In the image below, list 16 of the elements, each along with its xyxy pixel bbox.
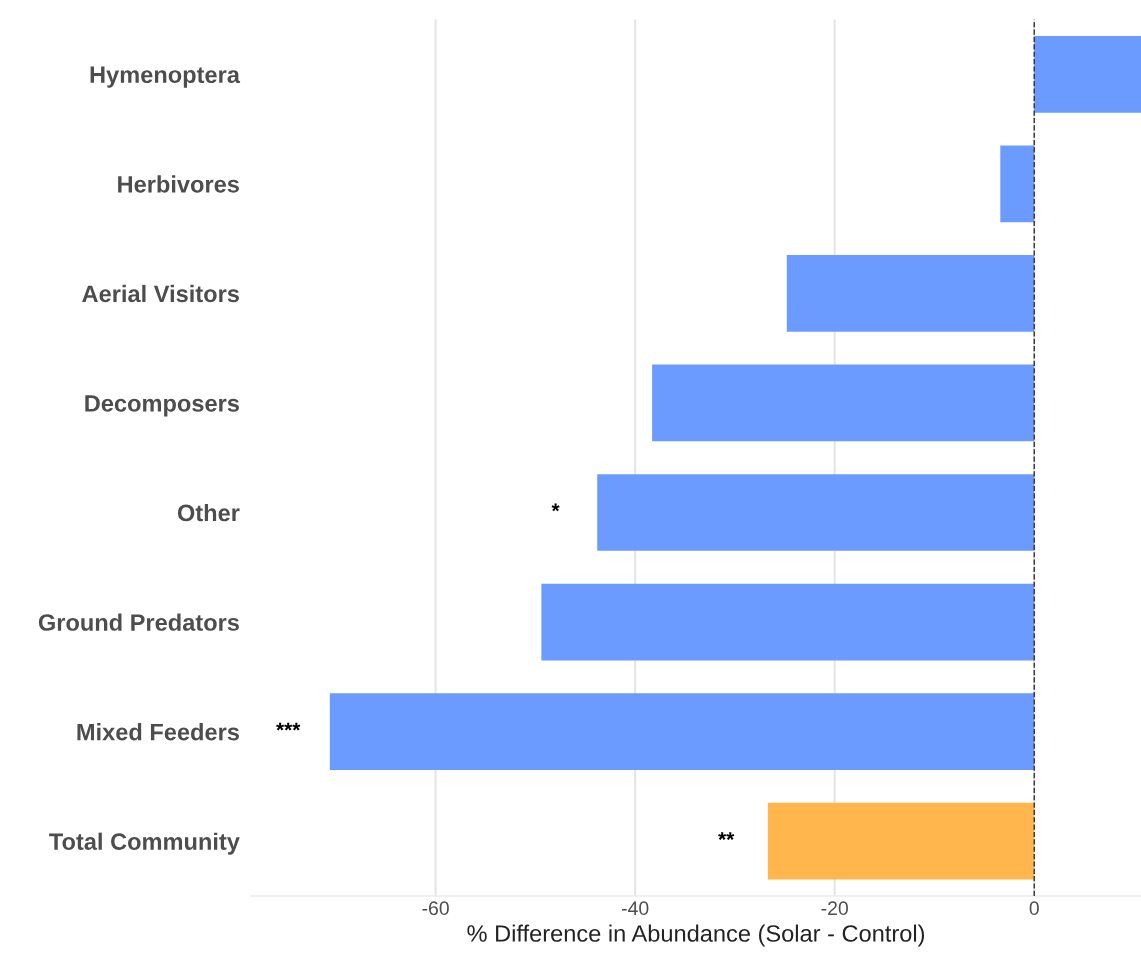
y-tick-label: Ground Predators <box>38 613 239 631</box>
y-tick-label: Other <box>177 503 240 522</box>
annotation: *** <box>276 722 301 731</box>
x-tick-label: -20 <box>821 901 848 916</box>
y-tick-label: Herbivores <box>118 175 239 193</box>
y-tick-label: Total Community <box>49 832 240 855</box>
x-tick-label: -60 <box>422 901 449 916</box>
x-tick-label: 0 <box>1029 901 1039 916</box>
y-tick-label: Hymenoptera <box>90 66 241 88</box>
annotation: ** <box>718 832 735 840</box>
annotation: * <box>551 503 560 512</box>
y-tick-label: Aerial Visitors <box>82 284 239 303</box>
y-tick-label: Decomposers <box>85 395 239 417</box>
x-tick-label: -40 <box>621 901 649 916</box>
x-axis-title: % Difference in Abundance (Solar - Control) <box>467 924 925 947</box>
y-tick-label: Mixed Feeders <box>77 723 239 741</box>
